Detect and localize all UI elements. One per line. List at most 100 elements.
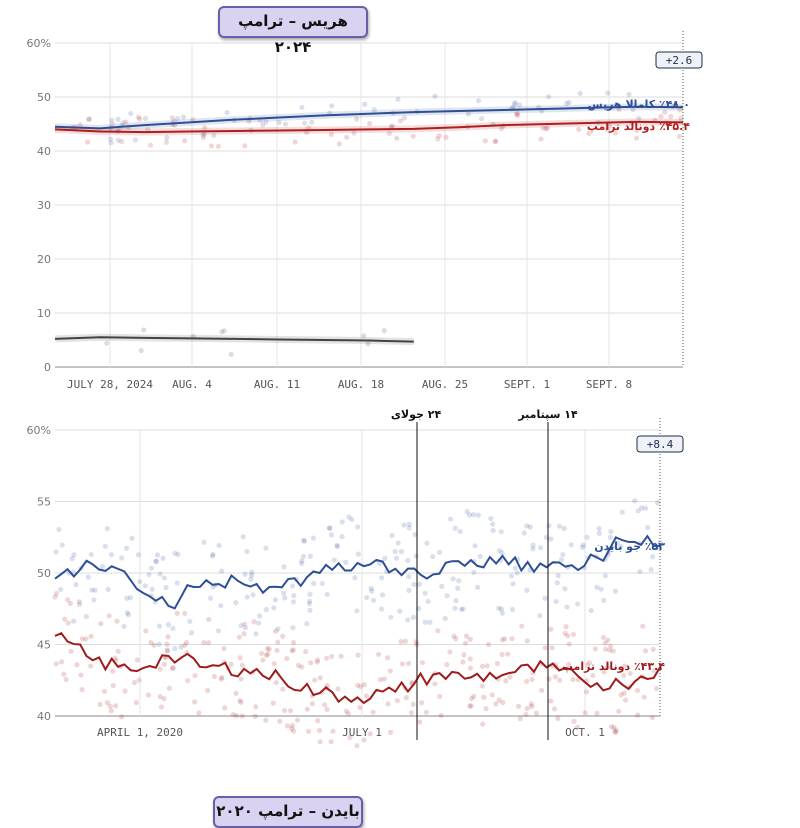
poll-dot xyxy=(146,571,152,578)
poll-dot xyxy=(489,692,495,698)
poll-dot xyxy=(312,677,318,683)
poll-dot xyxy=(488,515,494,522)
poll-dot xyxy=(413,639,419,645)
poll-dot xyxy=(351,130,357,136)
poll-dot xyxy=(502,636,508,642)
poll-dot xyxy=(355,652,361,658)
poll-dot xyxy=(307,607,313,613)
poll-dot xyxy=(590,672,596,679)
poll-dot xyxy=(69,556,75,562)
series-end-label: ٪۴۳.۴ دونالد ترامپ xyxy=(562,660,665,673)
poll-dot xyxy=(386,130,392,136)
poll-dot xyxy=(324,706,330,713)
poll-dot xyxy=(110,668,116,674)
poll-dot xyxy=(228,351,234,358)
poll-dot xyxy=(598,586,604,592)
poll-dot xyxy=(156,623,163,629)
poll-dot xyxy=(417,719,423,725)
poll-dot xyxy=(317,675,323,681)
poll-dot xyxy=(553,598,559,605)
poll-dot xyxy=(586,130,592,137)
poll-dot xyxy=(108,140,114,146)
poll-dot xyxy=(273,679,279,686)
poll-dot xyxy=(401,522,407,528)
poll-dot xyxy=(423,709,429,715)
poll-dot xyxy=(237,698,243,704)
poll-dot xyxy=(174,580,180,586)
poll-dot xyxy=(375,651,382,657)
poll-dot xyxy=(91,597,97,603)
poll-dot xyxy=(461,652,467,658)
poll-dot xyxy=(630,106,636,113)
poll-dot xyxy=(475,584,481,590)
poll-dot xyxy=(68,648,74,655)
poll-dot xyxy=(621,690,627,696)
poll-dot xyxy=(205,640,212,646)
poll-dot xyxy=(277,718,283,724)
poll-dot xyxy=(219,568,225,574)
poll-dot xyxy=(392,548,398,555)
event-label: ۱۴ سپتامبر xyxy=(517,408,578,421)
poll-dot xyxy=(527,524,533,530)
poll-dot xyxy=(334,542,340,548)
poll-dot xyxy=(92,587,98,593)
poll-dot xyxy=(538,545,544,551)
poll-dot xyxy=(406,521,412,527)
poll-dot xyxy=(632,498,638,504)
poll-dot xyxy=(137,579,143,585)
poll-dot xyxy=(494,661,501,667)
poll-dot xyxy=(108,552,115,558)
poll-dot xyxy=(621,672,627,678)
poll-dot xyxy=(263,652,270,658)
poll-dot xyxy=(314,657,321,663)
poll-dot xyxy=(397,608,403,614)
poll-dot xyxy=(289,648,295,654)
poll-dot xyxy=(605,664,611,670)
poll-dot xyxy=(642,505,649,511)
poll-dot xyxy=(157,694,163,700)
poll-dot xyxy=(398,638,404,645)
poll-dot xyxy=(379,575,385,581)
poll-dot xyxy=(67,600,73,607)
poll-dot xyxy=(260,122,266,128)
poll-dot xyxy=(65,597,71,603)
poll-dot xyxy=(280,686,286,692)
poll-dot xyxy=(125,612,132,618)
poll-dot xyxy=(207,595,214,601)
poll-dot xyxy=(472,543,478,549)
poll-dot xyxy=(187,618,193,624)
poll-dot xyxy=(133,699,139,706)
poll-dot xyxy=(444,593,450,599)
poll-dot xyxy=(164,647,170,653)
poll-dot xyxy=(264,645,271,652)
poll-dot xyxy=(511,101,518,107)
poll-dot xyxy=(192,699,198,705)
poll-dot xyxy=(389,123,395,129)
poll-dot xyxy=(608,643,614,649)
poll-dot xyxy=(635,508,641,514)
poll-dot xyxy=(251,619,257,625)
poll-dot xyxy=(260,657,266,663)
poll-dot xyxy=(562,586,568,592)
poll-dot xyxy=(387,668,393,674)
poll-dot xyxy=(109,121,115,127)
chart-2024: 60% 50 40 30 20 10 0 JULY 28, 2024 AUG. 4 AUG. 11… xyxy=(0,0,800,400)
poll-dot xyxy=(104,700,111,706)
poll-dot xyxy=(610,648,616,654)
poll-dot xyxy=(178,644,184,650)
poll-dot xyxy=(496,548,503,554)
poll-dot xyxy=(546,523,552,529)
poll-dot xyxy=(676,133,682,139)
poll-dot xyxy=(241,631,247,637)
poll-dot xyxy=(284,655,290,662)
poll-dot xyxy=(393,555,400,561)
poll-dot xyxy=(301,538,308,544)
poll-dot xyxy=(528,701,534,707)
poll-dot xyxy=(355,524,361,530)
poll-dot xyxy=(584,534,590,540)
poll-dot xyxy=(328,131,335,138)
poll-dot xyxy=(104,525,110,532)
y-tick-label: 50 xyxy=(37,91,51,104)
poll-dot xyxy=(563,624,569,630)
poll-dot xyxy=(242,625,248,631)
